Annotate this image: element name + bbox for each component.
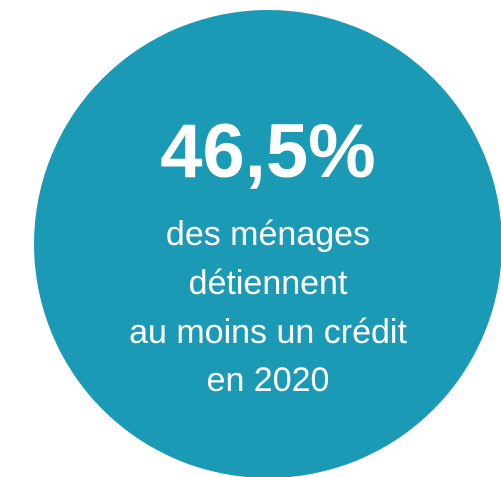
circle [34,10,501,477]
text-line: au moins un crédit [129,313,407,351]
text-line: des ménages [166,215,370,253]
headline: 46,5% [160,109,376,194]
text-line: en 2020 [207,361,330,399]
text-line: détiennent [189,264,348,302]
